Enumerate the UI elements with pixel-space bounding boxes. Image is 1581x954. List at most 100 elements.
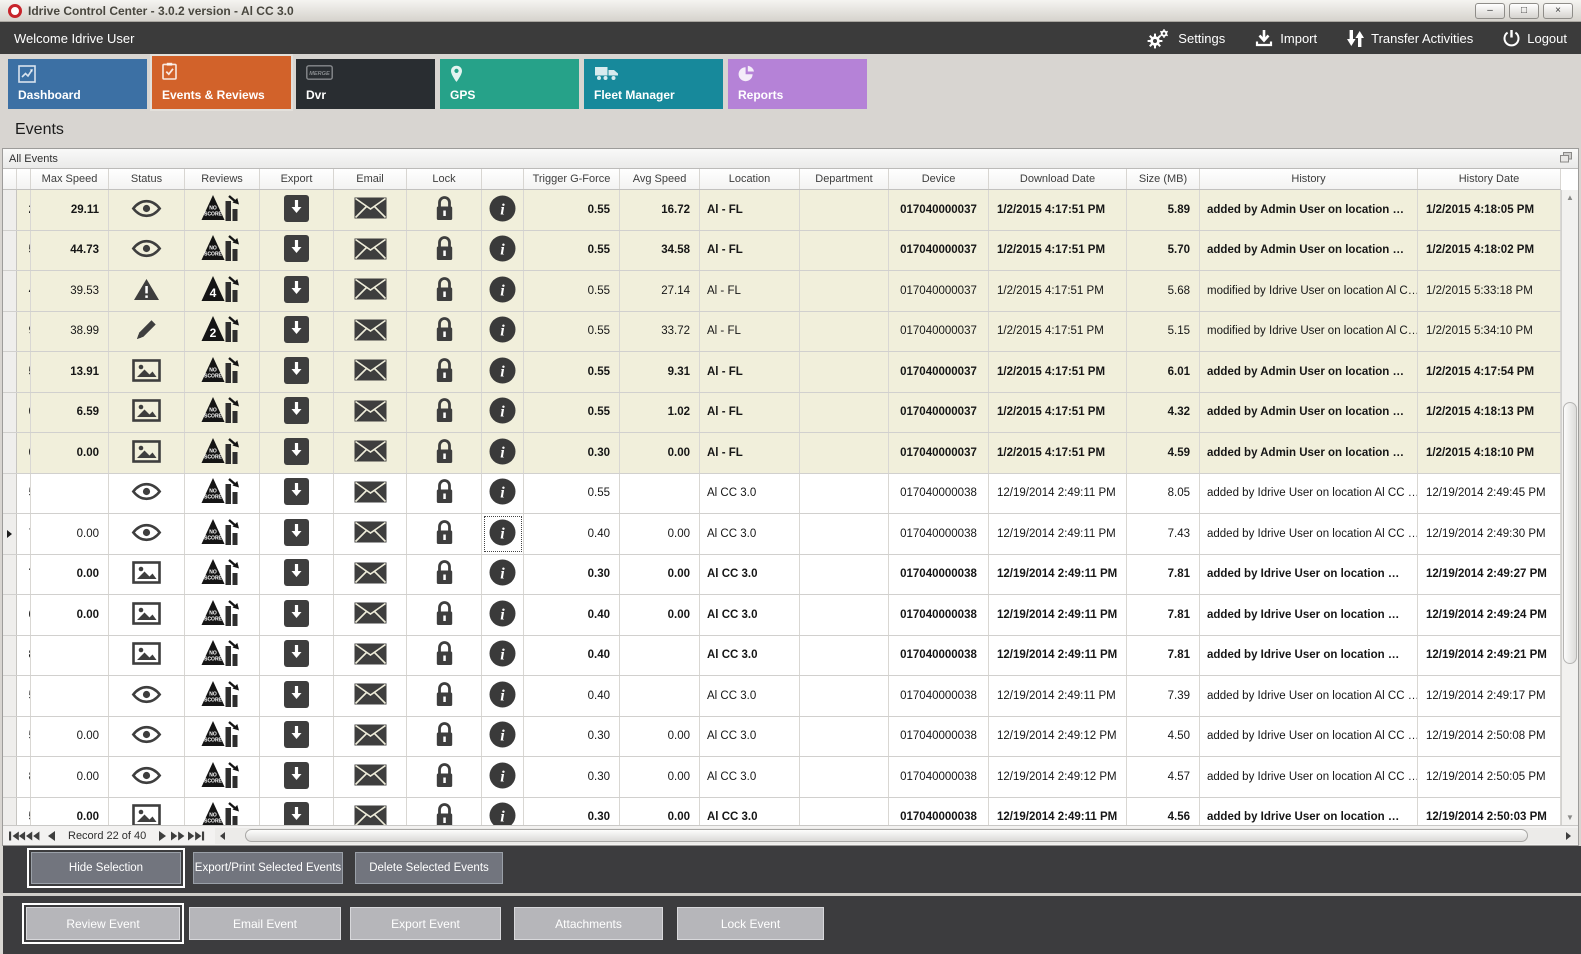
export-icon[interactable] xyxy=(283,720,310,752)
reviews-cell[interactable]: NO SCORE xyxy=(185,190,260,230)
lock-icon[interactable] xyxy=(434,600,455,630)
review-score-icon[interactable]: NO SCORE xyxy=(201,638,243,672)
review-score-icon[interactable]: NO SCORE xyxy=(201,598,243,632)
minimize-button[interactable]: – xyxy=(1475,2,1505,19)
info-icon[interactable]: i xyxy=(489,195,516,225)
lock-cell[interactable] xyxy=(407,392,482,432)
export-icon[interactable] xyxy=(283,558,310,590)
email-cell[interactable] xyxy=(334,271,407,311)
email-icon[interactable] xyxy=(354,440,387,465)
email-icon[interactable] xyxy=(354,319,387,344)
nav-previous-page-icon[interactable] xyxy=(26,828,43,844)
nav-last-record-icon[interactable] xyxy=(188,828,205,844)
info-cell[interactable]: i xyxy=(482,230,524,270)
export-cell[interactable] xyxy=(260,311,334,351)
reviews-cell[interactable]: NO SCORE xyxy=(185,797,260,825)
vertical-scrollbar[interactable]: ▲ ▼ xyxy=(1561,190,1578,825)
export-icon[interactable] xyxy=(283,518,310,550)
review-score-icon[interactable]: NO SCORE xyxy=(201,800,243,825)
lock-cell[interactable] xyxy=(407,716,482,756)
reviews-cell[interactable]: NO SCORE xyxy=(185,757,260,797)
lock-cell[interactable] xyxy=(407,514,482,554)
close-button[interactable]: × xyxy=(1543,2,1573,19)
export-cell[interactable] xyxy=(260,271,334,311)
lock-cell[interactable] xyxy=(407,554,482,594)
delete-selected-events-button[interactable]: Delete Selected Events xyxy=(355,852,503,884)
email-cell[interactable] xyxy=(334,595,407,635)
menu-item-transfer-activities[interactable]: Transfer Activities xyxy=(1347,29,1473,48)
reviews-cell[interactable]: NO SCORE xyxy=(185,230,260,270)
info-cell[interactable]: i xyxy=(482,271,524,311)
scroll-left-icon[interactable] xyxy=(215,828,230,844)
tab-fleet-manager[interactable]: Fleet Manager xyxy=(584,59,723,109)
vertical-scroll-thumb[interactable] xyxy=(1563,402,1577,664)
export-cell[interactable] xyxy=(260,797,334,825)
horizontal-scrollbar[interactable] xyxy=(215,827,1578,844)
reviews-cell[interactable]: 2 xyxy=(185,311,260,351)
export-cell[interactable] xyxy=(260,716,334,756)
email-icon[interactable] xyxy=(354,602,387,627)
column-header-download-date[interactable]: Download Date xyxy=(989,169,1127,189)
info-cell[interactable]: i xyxy=(482,190,524,230)
export-icon[interactable] xyxy=(283,477,310,509)
info-icon[interactable]: i xyxy=(489,802,516,825)
export-event-button[interactable]: Export Event xyxy=(350,907,501,940)
column-header-export[interactable]: Export xyxy=(260,169,334,189)
info-cell[interactable]: i xyxy=(482,352,524,392)
email-cell[interactable] xyxy=(334,230,407,270)
info-cell[interactable]: i xyxy=(482,514,524,554)
column-header-history-date[interactable]: History Date xyxy=(1418,169,1561,189)
lock-cell[interactable] xyxy=(407,595,482,635)
tab-reports[interactable]: Reports xyxy=(728,59,867,109)
nav-previous-record-icon[interactable] xyxy=(43,828,60,844)
lock-event-button[interactable]: Lock Event xyxy=(677,907,824,940)
email-cell[interactable] xyxy=(334,797,407,825)
column-header[interactable] xyxy=(3,169,17,189)
nav-next-page-icon[interactable] xyxy=(171,828,188,844)
email-icon[interactable] xyxy=(354,400,387,425)
email-icon[interactable] xyxy=(354,197,387,222)
info-icon[interactable]: i xyxy=(489,600,516,630)
lock-icon[interactable] xyxy=(434,681,455,711)
tab-gps[interactable]: GPS xyxy=(440,59,579,109)
column-header[interactable] xyxy=(17,169,31,189)
export-cell[interactable] xyxy=(260,352,334,392)
info-cell[interactable]: i xyxy=(482,473,524,513)
export-print-selected-events-button[interactable]: Export/Print Selected Events xyxy=(193,852,343,884)
lock-icon[interactable] xyxy=(434,316,455,346)
email-icon[interactable] xyxy=(354,278,387,303)
lock-icon[interactable] xyxy=(434,559,455,589)
lock-icon[interactable] xyxy=(434,640,455,670)
export-cell[interactable] xyxy=(260,554,334,594)
email-event-button[interactable]: Email Event xyxy=(189,907,341,940)
email-cell[interactable] xyxy=(334,635,407,675)
export-cell[interactable] xyxy=(260,595,334,635)
review-score-icon[interactable]: NO SCORE xyxy=(201,476,243,510)
email-cell[interactable] xyxy=(334,757,407,797)
lock-cell[interactable] xyxy=(407,230,482,270)
export-cell[interactable] xyxy=(260,635,334,675)
lock-icon[interactable] xyxy=(434,721,455,751)
info-icon[interactable]: i xyxy=(489,276,516,306)
lock-cell[interactable] xyxy=(407,352,482,392)
info-icon[interactable]: i xyxy=(489,559,516,589)
info-icon[interactable]: i xyxy=(489,357,516,387)
info-cell[interactable]: i xyxy=(482,676,524,716)
lock-icon[interactable] xyxy=(434,357,455,387)
lock-cell[interactable] xyxy=(407,676,482,716)
export-icon[interactable] xyxy=(283,396,310,428)
nav-next-record-icon[interactable] xyxy=(154,828,171,844)
info-cell[interactable]: i xyxy=(482,757,524,797)
info-icon[interactable]: i xyxy=(489,519,516,549)
column-header-avg-speed[interactable]: Avg Speed xyxy=(620,169,700,189)
nav-first-record-icon[interactable] xyxy=(9,828,26,844)
export-cell[interactable] xyxy=(260,190,334,230)
export-cell[interactable] xyxy=(260,473,334,513)
